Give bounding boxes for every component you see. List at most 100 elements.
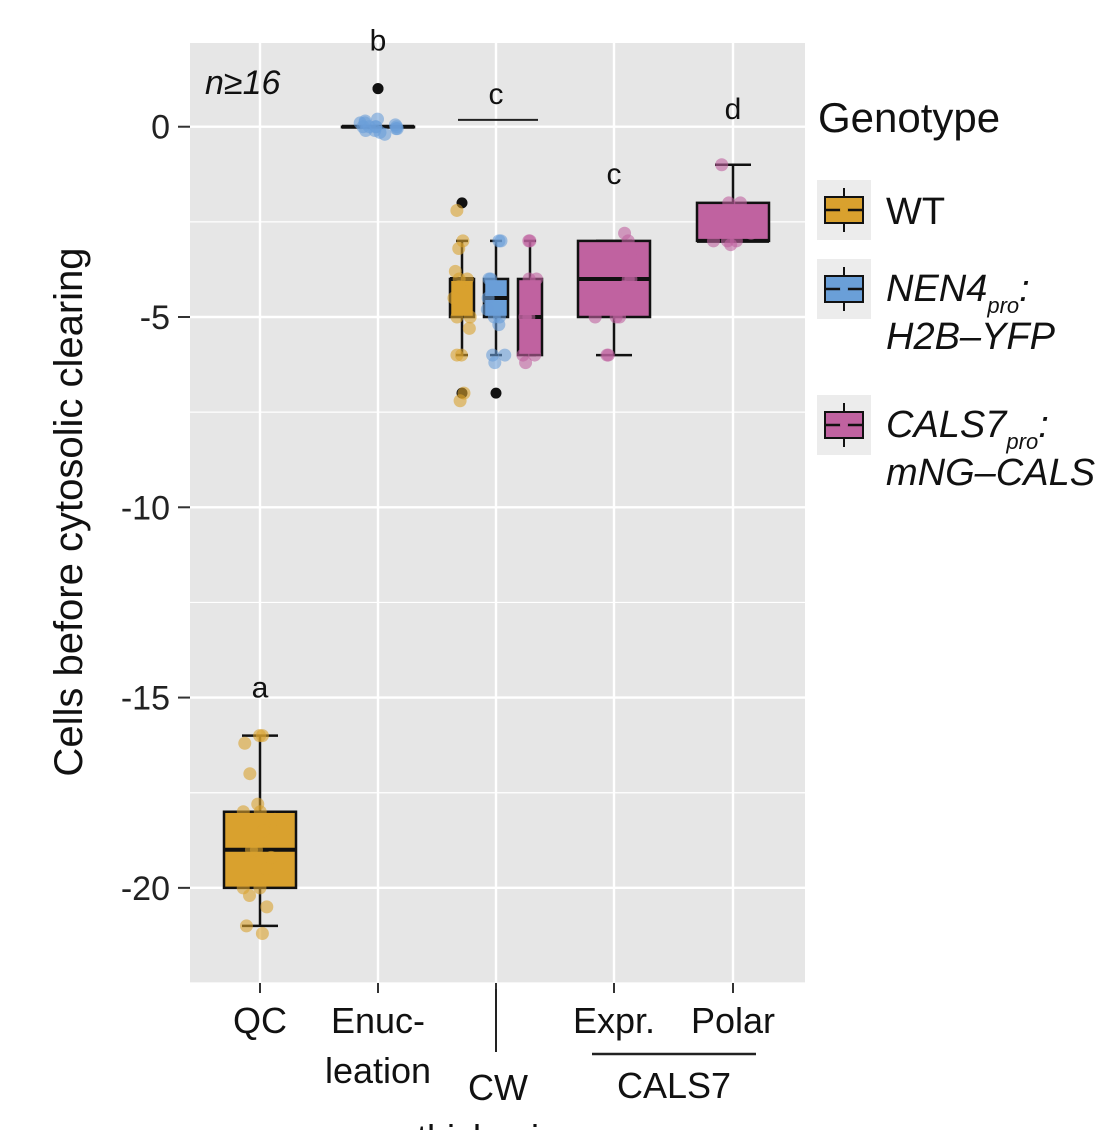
- legend-label-line2: H2B–YFP: [886, 316, 1056, 358]
- data-point: [735, 203, 749, 217]
- significance-label: b: [370, 25, 387, 58]
- data-point: [481, 291, 495, 305]
- data-point: [724, 238, 738, 252]
- data-point: [255, 927, 269, 941]
- legend-title: Genotype: [818, 94, 1000, 141]
- data-point: [239, 919, 253, 933]
- data-point: [601, 348, 615, 362]
- data-point: [488, 280, 502, 294]
- x-category-label: Polar: [691, 1000, 775, 1041]
- data-point: [255, 729, 269, 743]
- y-tick-label: -15: [121, 680, 170, 718]
- outlier-point: [490, 387, 502, 399]
- y-tick-label: -5: [140, 299, 170, 337]
- data-point: [626, 253, 640, 267]
- data-point: [253, 881, 267, 895]
- box-Enucleation-NEN4: [340, 83, 416, 141]
- data-point: [717, 215, 731, 229]
- data-point: [744, 226, 758, 240]
- data-point: [463, 310, 477, 324]
- significance-label: a: [252, 672, 269, 705]
- data-point: [238, 736, 252, 750]
- significance-labels: a b c c d: [252, 25, 742, 705]
- box-Polar-CALS7: [695, 158, 771, 252]
- data-point: [492, 318, 506, 332]
- significance-label: c: [489, 78, 504, 111]
- sample-size-annotation: n≥16: [205, 64, 280, 102]
- x-category-label: Expr.: [573, 1000, 655, 1041]
- data-point: [715, 158, 729, 172]
- data-point: [452, 280, 466, 294]
- box-QC-WT: [222, 729, 298, 941]
- data-point: [621, 234, 635, 248]
- significance-label: d: [725, 93, 742, 126]
- y-axis: 0 -5 -10 -15 -20: [121, 109, 190, 908]
- data-point: [528, 348, 542, 362]
- y-tick-label: 0: [151, 109, 170, 147]
- data-point: [447, 291, 461, 305]
- legend-entry-WT: WT: [817, 180, 945, 240]
- x-category-label: CW: [468, 1067, 528, 1108]
- data-point: [518, 310, 532, 324]
- boxes: [222, 83, 771, 941]
- data-point: [358, 116, 372, 130]
- group-label: CALS7: [617, 1065, 731, 1106]
- legend-entry-CALS7: CALS7pro:mNG–CALS: [817, 395, 1095, 494]
- y-tick-label: -10: [121, 489, 170, 527]
- box-body: [695, 201, 771, 243]
- outlier-point: [372, 83, 384, 95]
- box-CW-NEN4: [480, 234, 512, 399]
- data-point: [450, 348, 464, 362]
- data-point: [609, 310, 623, 324]
- data-point: [588, 310, 602, 324]
- legend-label-line2: mNG–CALS: [886, 452, 1095, 494]
- data-point: [617, 280, 631, 294]
- data-point: [450, 310, 464, 324]
- data-point: [492, 234, 506, 248]
- significance-label: c: [607, 158, 622, 191]
- legend-key-point: [840, 421, 848, 429]
- x-category-label: QC: [233, 1000, 287, 1041]
- legend-label-line1: CALS7pro:: [886, 404, 1049, 454]
- legend-label-line1: NEN4pro:: [886, 268, 1030, 318]
- legend: Genotype WT NEN4pro:H2B–YFP CALS7pro:mNG–CA…: [817, 94, 1095, 494]
- data-point: [268, 812, 282, 826]
- y-tick-label: -20: [121, 870, 170, 908]
- box-CW-CALS7: [516, 234, 544, 370]
- y-axis-title: Cells before cytosolic clearing: [47, 247, 91, 776]
- x-category-label: thickening: [417, 1117, 579, 1130]
- x-category-label: Enuc-: [331, 1000, 425, 1041]
- data-point: [522, 234, 536, 248]
- box-Expr-CALS7: [576, 226, 652, 362]
- data-point: [243, 767, 257, 781]
- data-point: [453, 394, 467, 408]
- data-point: [452, 242, 466, 256]
- legend-entry-NEN4: NEN4pro:H2B–YFP: [817, 259, 1056, 358]
- data-point: [264, 850, 278, 864]
- data-point: [450, 203, 464, 217]
- data-point: [236, 805, 250, 819]
- data-point: [244, 843, 258, 857]
- box-CW-WT: [447, 197, 477, 408]
- data-point: [378, 127, 392, 141]
- data-point: [253, 805, 267, 819]
- data-point: [260, 900, 274, 914]
- data-point: [390, 122, 404, 136]
- legend-label: WT: [886, 191, 945, 233]
- data-point: [243, 888, 257, 902]
- legend-key-point: [840, 285, 848, 293]
- data-point: [259, 862, 273, 876]
- data-point: [519, 356, 533, 370]
- data-point: [257, 824, 271, 838]
- x-axis: QC Enuc-leation CW thickening Expr. Polar CALS…: [233, 983, 775, 1130]
- legend-key-point: [840, 206, 848, 214]
- x-category-label: leation: [325, 1050, 431, 1091]
- data-point: [462, 321, 476, 335]
- data-point: [488, 356, 502, 370]
- data-point: [706, 234, 720, 248]
- data-point: [722, 196, 736, 210]
- data-point: [522, 272, 536, 286]
- data-point: [369, 120, 383, 134]
- data-point: [498, 348, 512, 362]
